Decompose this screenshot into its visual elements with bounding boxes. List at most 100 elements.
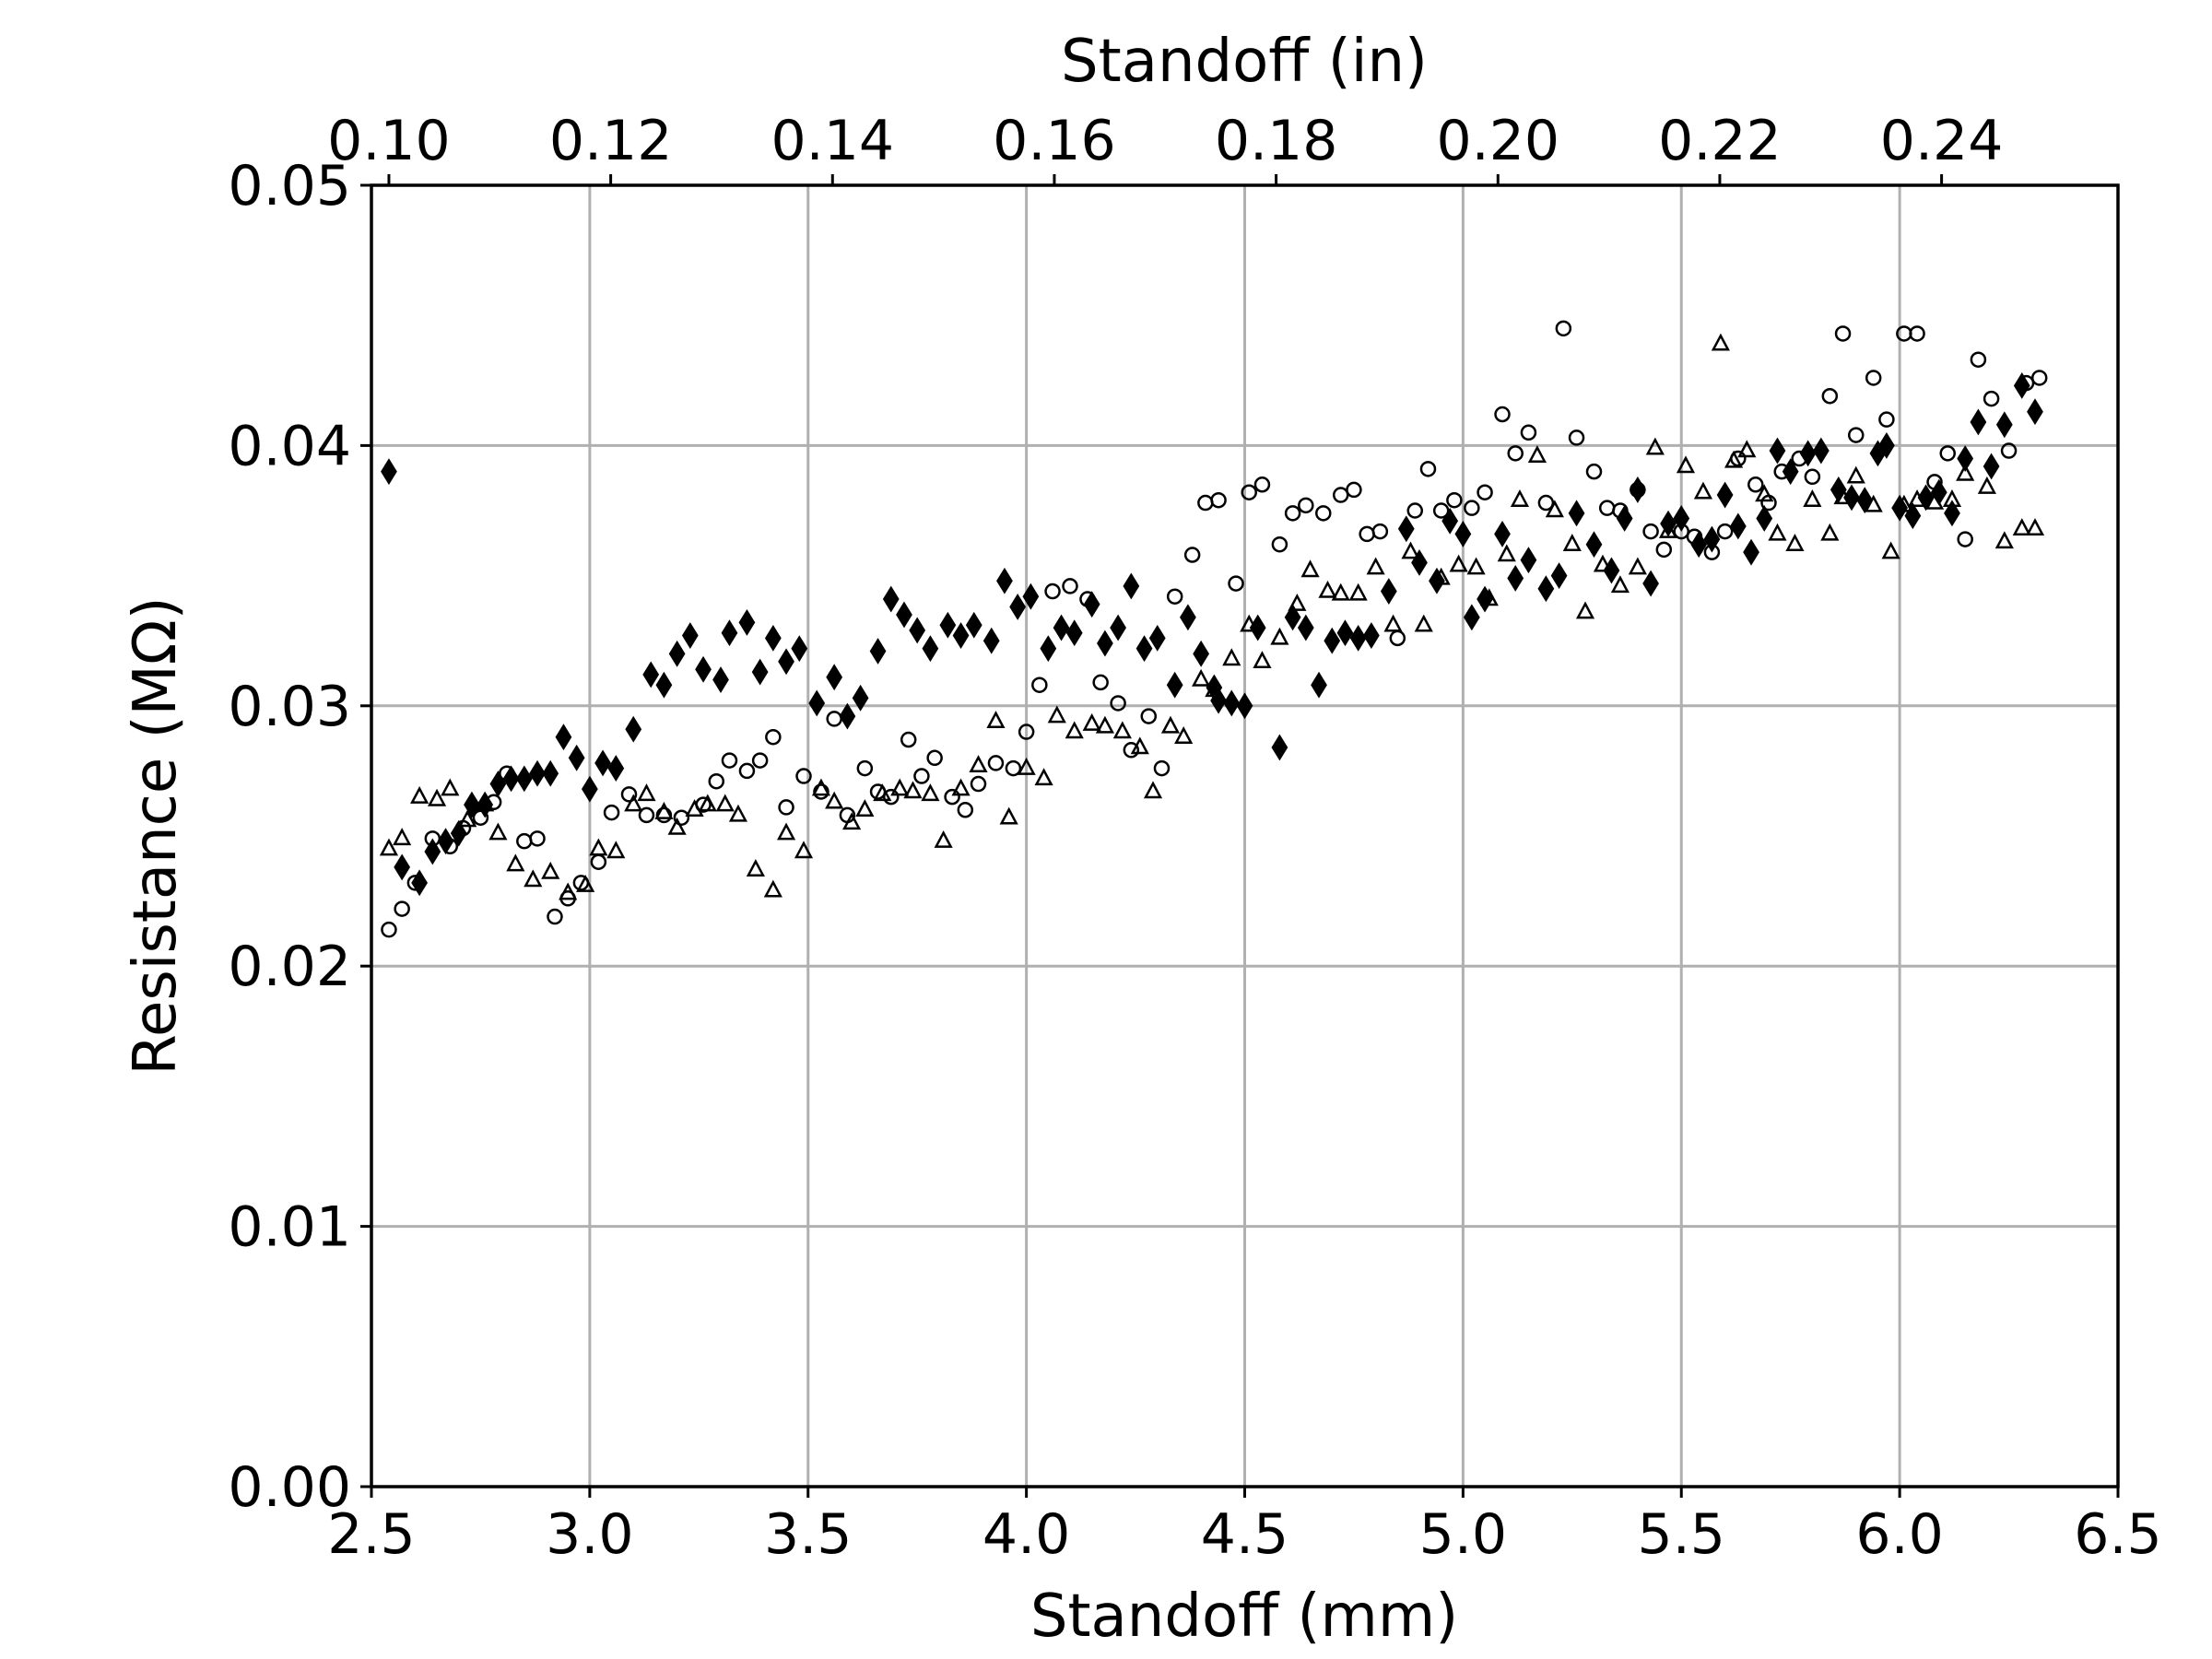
circle-point — [1537, 494, 1555, 512]
triangle-point — [488, 822, 508, 841]
circle-point — [987, 755, 1005, 771]
diamond-point — [712, 666, 729, 693]
circle-point — [900, 731, 917, 748]
diamond-point — [1944, 500, 1960, 527]
circle-point — [1346, 481, 1362, 499]
triangle-point — [1034, 768, 1053, 786]
diamond-point — [1729, 512, 1747, 540]
diamond-point — [489, 771, 507, 797]
circle-point — [620, 786, 638, 803]
circle-point — [499, 765, 515, 782]
triangle-point — [951, 778, 971, 796]
triangle-point — [1047, 705, 1066, 724]
circle-point — [1983, 390, 2000, 407]
x-tick-label: 6.0 — [1855, 1502, 1943, 1567]
circle-point — [1110, 695, 1126, 712]
diamond-point — [642, 661, 660, 688]
circle-point — [1926, 474, 1943, 490]
circle-point — [1253, 477, 1271, 493]
circle-point — [795, 768, 812, 784]
triangle-point — [576, 874, 595, 892]
circle-point — [638, 806, 655, 824]
triangle-point — [1130, 736, 1149, 755]
top-tick-label: 0.18 — [1215, 109, 1338, 173]
triangle-point — [1414, 614, 1433, 632]
triangle-point — [1331, 582, 1350, 601]
triangle-point — [776, 822, 796, 841]
x-tick-label: 4.5 — [1201, 1502, 1288, 1567]
triangle-point — [1174, 726, 1194, 744]
diamond-point — [1349, 624, 1367, 652]
triangle-point — [921, 783, 940, 802]
diamond-point — [1065, 619, 1083, 647]
circle-point — [1228, 575, 1244, 592]
triangle-point — [1628, 557, 1647, 575]
diamond-point — [1463, 604, 1480, 631]
diamond-point — [1970, 408, 1987, 436]
circle-point — [1419, 461, 1437, 477]
circle-point — [2018, 374, 2035, 392]
triangle-point — [1676, 455, 1696, 474]
triangle-point — [903, 781, 923, 799]
circle-point — [1703, 544, 1721, 560]
x-tick-label: 3.0 — [546, 1502, 633, 1567]
triangle-point — [1575, 601, 1595, 619]
circle-point — [1359, 525, 1375, 543]
triangle-point — [1253, 651, 1272, 669]
circle-point — [1494, 406, 1511, 423]
triangle-point — [1192, 668, 1211, 687]
diamond-point — [515, 765, 533, 793]
triangle-point — [458, 809, 477, 828]
top-axis-ticks: 0.10 0.12 0.14 0.16 0.18 0.20 0.22 0.24 — [327, 109, 2003, 185]
triangle-point — [1610, 575, 1630, 594]
diamond-point — [1716, 481, 1734, 509]
circle-point — [856, 759, 874, 777]
circle-point — [1464, 500, 1480, 516]
top-tick-label: 0.22 — [1658, 109, 1782, 173]
circle-point — [1298, 497, 1314, 514]
diamond-point — [982, 627, 1000, 654]
triangle-point — [728, 804, 748, 822]
diamond-point — [1148, 624, 1166, 652]
diamond-point — [1441, 507, 1459, 535]
triangle-point — [1977, 476, 1996, 494]
circle-point — [1612, 502, 1629, 519]
diamond-point — [1380, 578, 1397, 605]
circle-point — [1642, 523, 1659, 540]
diamond-point — [869, 638, 887, 665]
circle-point — [1760, 494, 1777, 512]
circle-point — [913, 768, 930, 784]
circle-point — [1957, 531, 1973, 547]
diamond-point — [1995, 411, 2013, 439]
circle-point — [406, 875, 424, 891]
circle-point — [441, 838, 459, 855]
diamond-point — [625, 715, 642, 743]
diamond-point — [1983, 453, 2000, 480]
diamond-point — [1193, 640, 1210, 667]
triangle-point — [1510, 489, 1530, 507]
diamond-point — [1507, 564, 1524, 592]
triangle-point — [1942, 489, 1962, 507]
circle-point — [1005, 759, 1022, 777]
diamond-point — [1568, 500, 1585, 527]
diamond-point — [791, 635, 808, 663]
circle-point — [2000, 442, 2018, 459]
diamond-point — [839, 702, 856, 730]
triangle-point — [1095, 715, 1114, 734]
diamond-point — [1904, 502, 1922, 530]
diamond-point — [721, 619, 738, 647]
circle-point — [1655, 541, 1673, 559]
top-axis-label: Standoff (in) — [1061, 28, 1428, 96]
diamond-point — [751, 658, 769, 686]
diamond-point — [394, 853, 411, 881]
triangle-point — [1907, 489, 1927, 507]
triangle-point — [1383, 614, 1403, 632]
triangle-point — [1711, 333, 1730, 351]
circle-point — [1598, 500, 1616, 516]
diamond-point — [594, 749, 611, 777]
circle-point — [751, 752, 769, 769]
diamond-point — [1799, 440, 1817, 467]
diamond-point — [2013, 372, 2030, 399]
circle-point — [1315, 505, 1332, 522]
